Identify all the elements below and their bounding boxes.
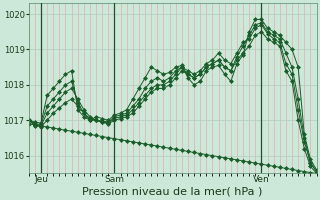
X-axis label: Pression niveau de la mer( hPa ): Pression niveau de la mer( hPa ) (83, 187, 263, 197)
